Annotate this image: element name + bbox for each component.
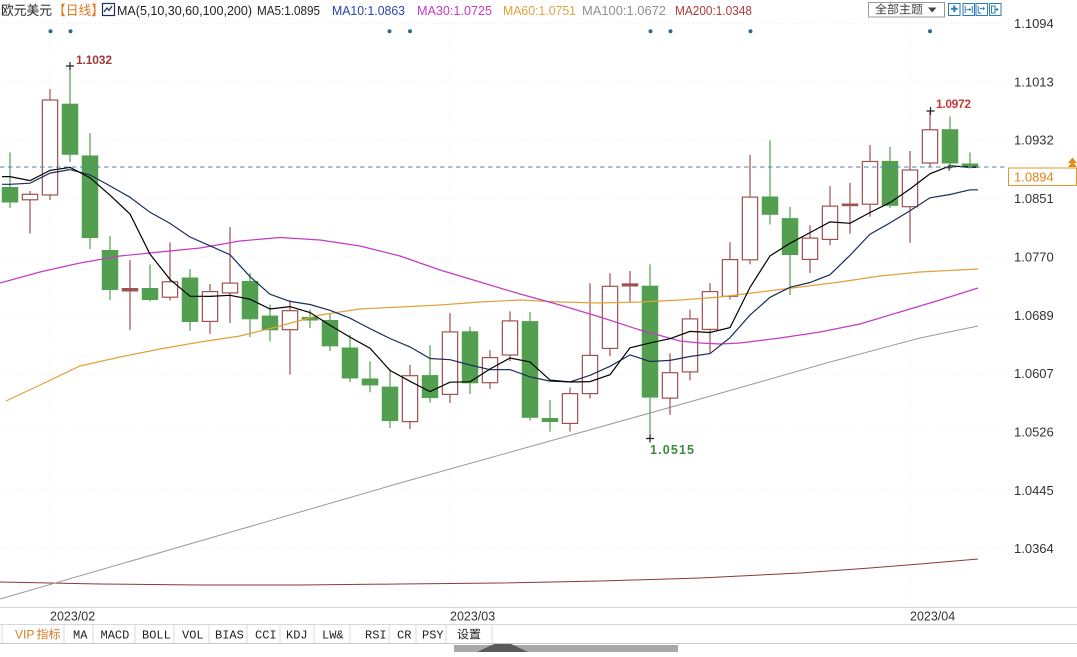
svg-text:1.0607: 1.0607 — [1014, 366, 1054, 381]
svg-text:1.0972: 1.0972 — [936, 97, 971, 111]
svg-text:1.0364: 1.0364 — [1014, 541, 1054, 556]
svg-text:MA(5,10,30,60,100,200): MA(5,10,30,60,100,200) — [117, 3, 252, 18]
svg-text:MACD: MACD — [101, 629, 130, 643]
svg-text:CCI: CCI — [255, 629, 277, 643]
svg-text:MA10:1.0863: MA10:1.0863 — [332, 3, 405, 18]
svg-text:2023/03: 2023/03 — [450, 610, 495, 624]
svg-text:PSY: PSY — [422, 629, 444, 643]
svg-text:1.0932: 1.0932 — [1014, 133, 1054, 148]
svg-text:1.0515: 1.0515 — [650, 443, 694, 457]
svg-text:LW&: LW& — [322, 629, 344, 643]
svg-text:2023/02: 2023/02 — [50, 610, 95, 624]
svg-text:MA: MA — [73, 629, 88, 643]
svg-text:MA5:1.0895: MA5:1.0895 — [257, 3, 320, 18]
svg-text:MA60:1.0751: MA60:1.0751 — [503, 3, 576, 18]
svg-text:VOL: VOL — [182, 629, 204, 643]
svg-text:MA200:1.0348: MA200:1.0348 — [675, 3, 752, 18]
svg-text:1.0526: 1.0526 — [1014, 424, 1054, 439]
svg-text:1.0445: 1.0445 — [1014, 483, 1054, 498]
svg-text:1.0894: 1.0894 — [1014, 170, 1054, 185]
svg-text:1.1032: 1.1032 — [76, 53, 112, 67]
svg-text:BIAS: BIAS — [215, 629, 244, 643]
svg-text:CR: CR — [397, 629, 411, 643]
svg-text:1.1013: 1.1013 — [1014, 74, 1054, 89]
svg-text:2023/04: 2023/04 — [910, 610, 955, 624]
svg-text:MA30:1.0725: MA30:1.0725 — [417, 3, 492, 18]
svg-text:KDJ: KDJ — [286, 629, 308, 643]
svg-text:1.0770: 1.0770 — [1014, 249, 1054, 264]
svg-text:VIP: VIP — [15, 628, 34, 642]
svg-text:BOLL: BOLL — [142, 629, 171, 643]
svg-text:RSI: RSI — [365, 629, 387, 643]
svg-text:1.0689: 1.0689 — [1014, 308, 1054, 323]
svg-text:MA100:1.0672: MA100:1.0672 — [582, 3, 666, 18]
svg-text:1.0851: 1.0851 — [1014, 191, 1054, 206]
svg-text:1.1094: 1.1094 — [1014, 16, 1054, 31]
